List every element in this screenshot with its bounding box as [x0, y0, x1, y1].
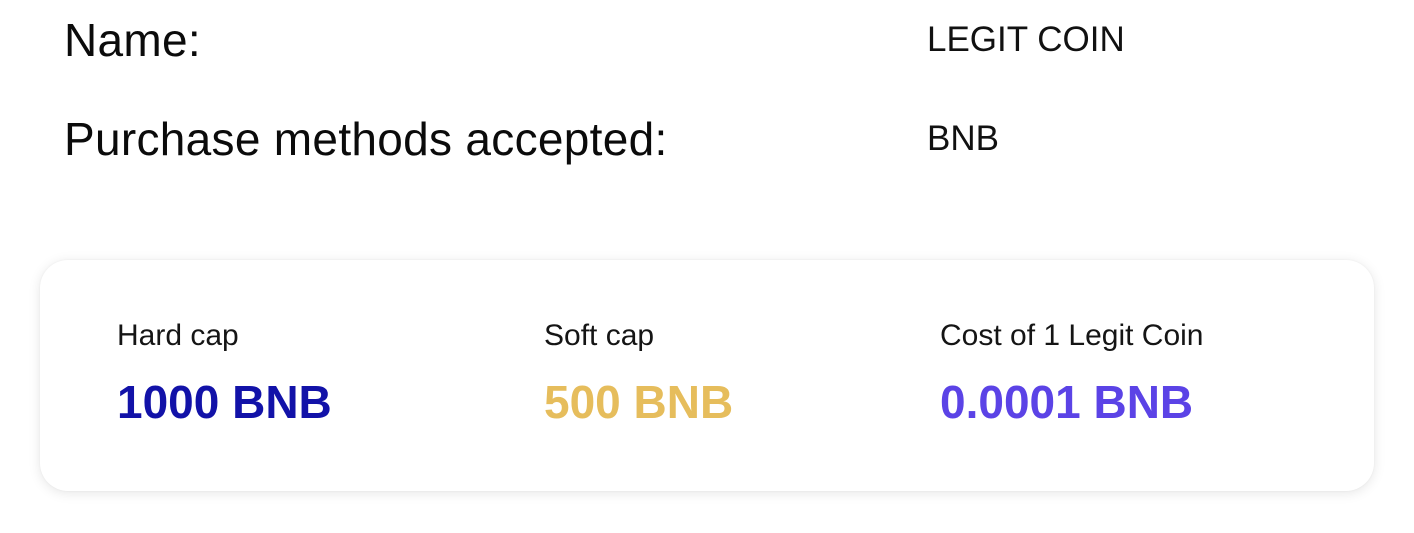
stats-card: Hard cap 1000 BNB Soft cap 500 BNB Cost … [40, 260, 1374, 491]
soft-cap-value: 500 BNB [544, 376, 734, 428]
hard-cap-label: Hard cap [117, 319, 239, 352]
name-row: Name: LEGIT COIN [0, 0, 1414, 80]
coin-cost-label: Cost of 1 Legit Coin [940, 319, 1204, 352]
hard-cap-stat: Hard cap 1000 BNB [117, 316, 332, 428]
name-value: LEGIT COIN [927, 20, 1125, 59]
purchase-methods-value: BNB [927, 119, 999, 158]
coin-cost-stat: Cost of 1 Legit Coin 0.0001 BNB [940, 316, 1203, 428]
coin-cost-value: 0.0001 BNB [940, 376, 1194, 428]
purchase-methods-label: Purchase methods accepted: [64, 113, 668, 165]
name-label: Name: [64, 14, 201, 66]
soft-cap-stat: Soft cap 500 BNB [544, 316, 733, 428]
soft-cap-label: Soft cap [544, 319, 655, 352]
hard-cap-value: 1000 BNB [117, 376, 332, 428]
purchase-methods-row: Purchase methods accepted: BNB [0, 99, 1414, 179]
